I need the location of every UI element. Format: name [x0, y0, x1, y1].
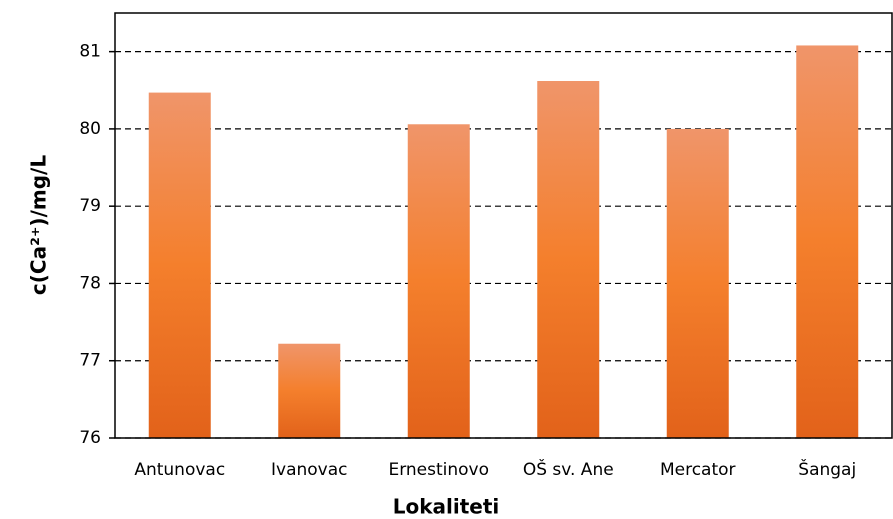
- bar: [148, 92, 211, 438]
- y-tick-label: 79: [79, 196, 101, 216]
- grid: [115, 51, 892, 439]
- bars: [148, 45, 859, 439]
- bar: [537, 81, 600, 438]
- x-tick-label: Antunovac: [134, 460, 225, 480]
- y-tick-label: 77: [79, 351, 101, 371]
- bar: [796, 45, 859, 439]
- y-tick-label: 76: [79, 428, 101, 448]
- x-axis-title: Lokaliteti: [393, 495, 500, 519]
- plot-frame: [114, 12, 893, 439]
- bar: [407, 124, 470, 438]
- bar: [278, 343, 341, 438]
- y-tick-label: 81: [79, 42, 101, 62]
- bar: [666, 128, 729, 438]
- y-tick-label: 80: [79, 119, 101, 139]
- x-tick-label: Mercator: [660, 460, 736, 480]
- x-tick-label: Šangaj: [798, 458, 856, 480]
- x-tick-label: Ernestinovo: [388, 460, 489, 480]
- y-axis-title: c(Ca²⁺)/mg/L: [27, 155, 51, 295]
- x-tick-label: Ivanovac: [271, 460, 348, 480]
- y-tick-label: 78: [79, 273, 101, 293]
- x-tick-label: OŠ sv. Ane: [523, 458, 614, 480]
